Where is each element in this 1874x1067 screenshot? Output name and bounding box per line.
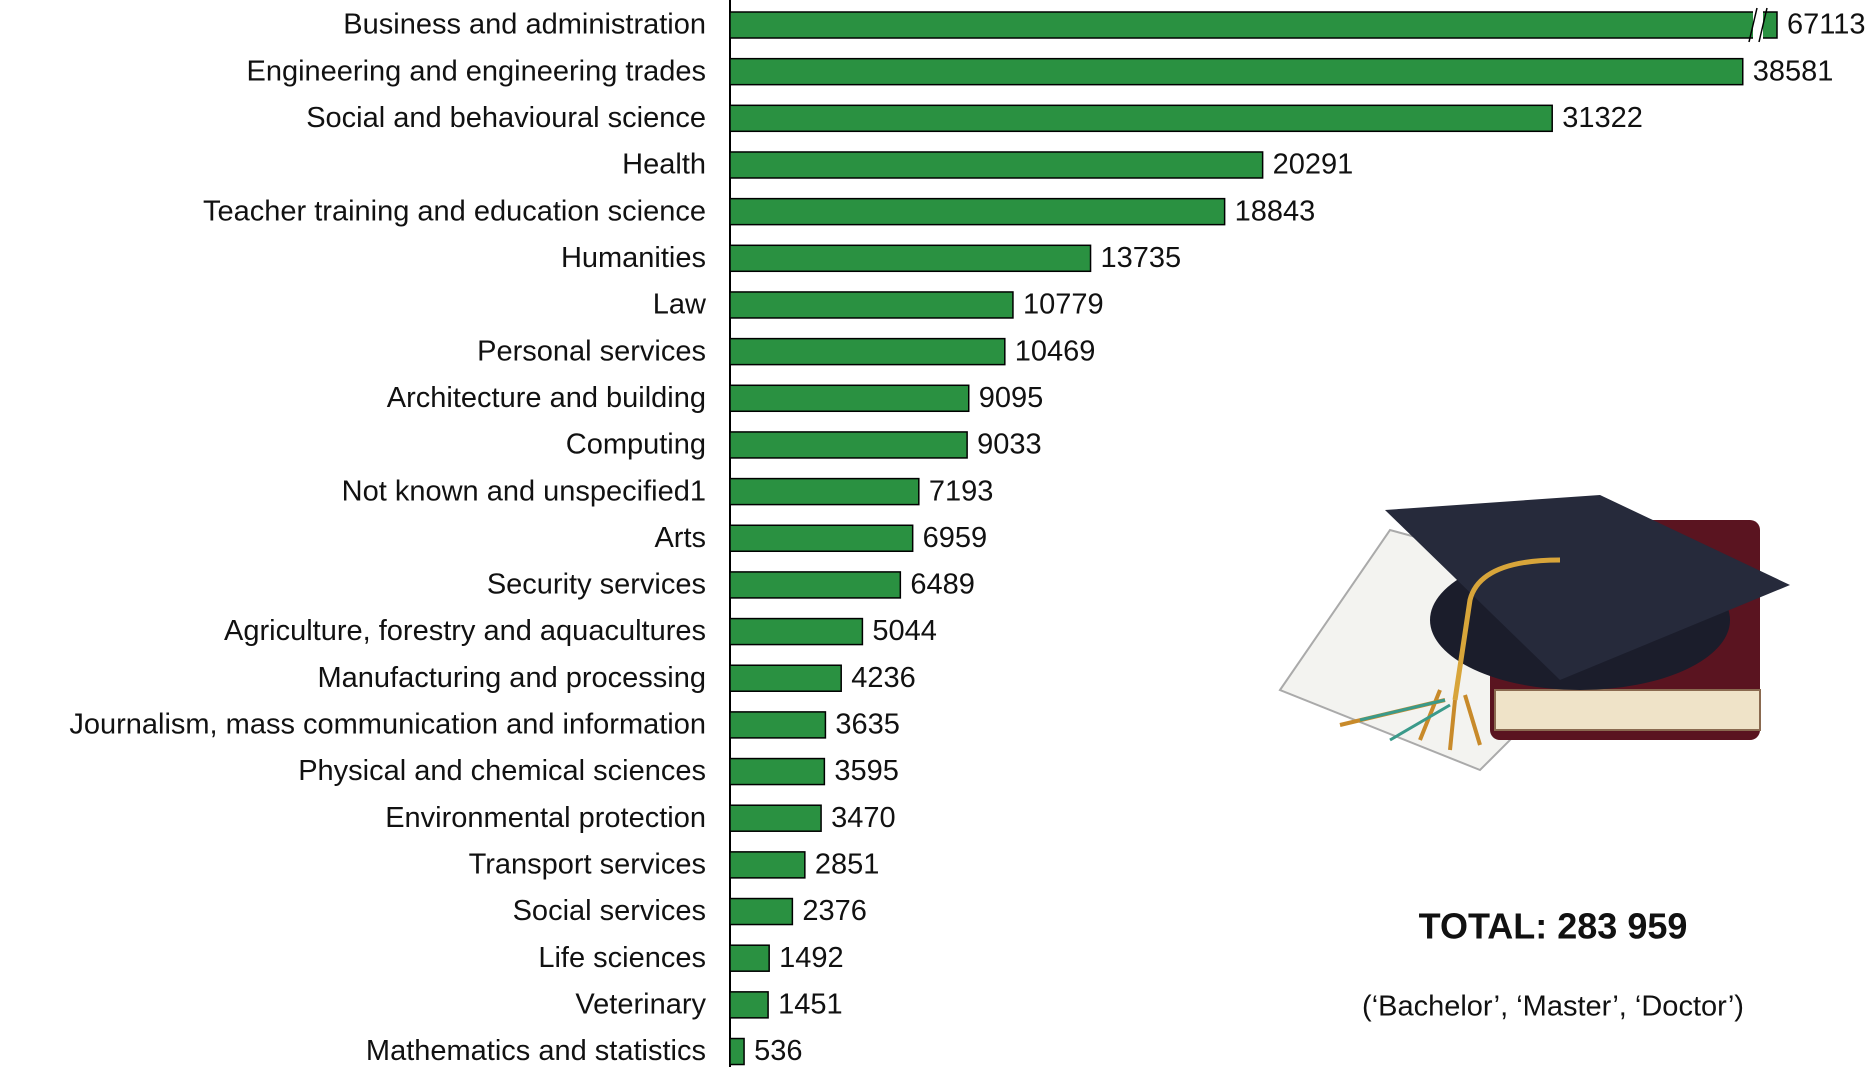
- value-label: 67113: [1787, 9, 1866, 41]
- category-label: Health: [622, 149, 706, 181]
- bar: [729, 291, 1014, 319]
- value-label: 1492: [779, 942, 844, 974]
- bar: [729, 244, 1092, 273]
- value-label: 3635: [835, 709, 900, 741]
- value-label: 9033: [977, 429, 1042, 461]
- category-label: Agriculture, forestry and aquacultures: [224, 615, 706, 647]
- value-label: 3595: [834, 755, 899, 787]
- category-label: Security services: [487, 569, 706, 601]
- value-label: 31322: [1562, 102, 1643, 134]
- bar: [729, 384, 970, 413]
- bar: [729, 337, 1006, 366]
- bar: [729, 571, 902, 599]
- value-label: 536: [754, 1035, 802, 1067]
- value-label: 10779: [1023, 289, 1104, 321]
- category-label: Manufacturing and processing: [317, 662, 706, 694]
- value-label: 9095: [979, 382, 1044, 414]
- value-label: 7193: [929, 475, 994, 507]
- category-label: Teacher training and education science: [203, 195, 706, 227]
- category-label: Law: [653, 289, 707, 321]
- category-label: Transport services: [469, 849, 706, 881]
- value-label: 6959: [923, 522, 988, 554]
- bar: [729, 524, 914, 553]
- bar: [729, 197, 1226, 226]
- bar: [729, 664, 842, 692]
- category-label: Architecture and building: [387, 382, 706, 414]
- category-label: Humanities: [561, 242, 706, 274]
- value-label: 3470: [831, 802, 896, 834]
- value-label: 5044: [872, 615, 937, 647]
- value-label: 1451: [778, 989, 843, 1021]
- value-label: 2851: [815, 849, 880, 881]
- bar: [729, 897, 794, 926]
- category-label: Arts: [654, 522, 706, 554]
- bar: [729, 991, 769, 1019]
- total-annotation: TOTAL: 283 959: [1419, 906, 1688, 947]
- bar: [729, 431, 968, 459]
- category-label: Veterinary: [575, 989, 706, 1021]
- category-label: Physical and chemical sciences: [298, 755, 706, 787]
- value-label: 6489: [910, 569, 975, 601]
- bar: [729, 944, 770, 972]
- bar: [729, 851, 806, 879]
- value-label: 38581: [1753, 55, 1834, 87]
- value-label: 20291: [1273, 149, 1354, 181]
- category-label: Business and administration: [343, 9, 706, 41]
- bar: [729, 104, 1553, 133]
- bar: [729, 1037, 745, 1066]
- bar: [729, 711, 827, 739]
- bar: [729, 11, 1778, 39]
- value-label: 2376: [802, 895, 867, 927]
- bar: [729, 617, 864, 646]
- value-label: 4236: [851, 662, 916, 694]
- value-label: 18843: [1235, 195, 1316, 227]
- category-label: Social and behavioural science: [306, 102, 706, 134]
- category-label: Life sciences: [538, 942, 706, 974]
- bar: [729, 757, 826, 786]
- category-label: Journalism, mass communication and infor…: [69, 709, 706, 741]
- axis-break-mark: [1748, 7, 1758, 43]
- bar: [729, 804, 822, 832]
- category-label: Engineering and engineering trades: [246, 55, 706, 87]
- axis-break-mark: [1758, 7, 1768, 43]
- bar: [729, 57, 1744, 86]
- graduation-illustration: [1278, 495, 1790, 772]
- category-label: Environmental protection: [385, 802, 706, 834]
- bar: [729, 477, 920, 506]
- category-label: Mathematics and statistics: [366, 1035, 706, 1067]
- category-label: Social services: [513, 895, 706, 927]
- category-label: Personal services: [477, 335, 706, 367]
- category-label: Not known and unspecified1: [342, 475, 706, 507]
- axis-break-gap: [1753, 8, 1763, 42]
- value-label: 13735: [1101, 242, 1182, 274]
- bar: [729, 151, 1264, 179]
- value-label: 10469: [1015, 335, 1096, 367]
- degree-annotation: (‘Bachelor’, ‘Master’, ‘Doctor’): [1362, 991, 1744, 1023]
- category-label: Computing: [566, 429, 706, 461]
